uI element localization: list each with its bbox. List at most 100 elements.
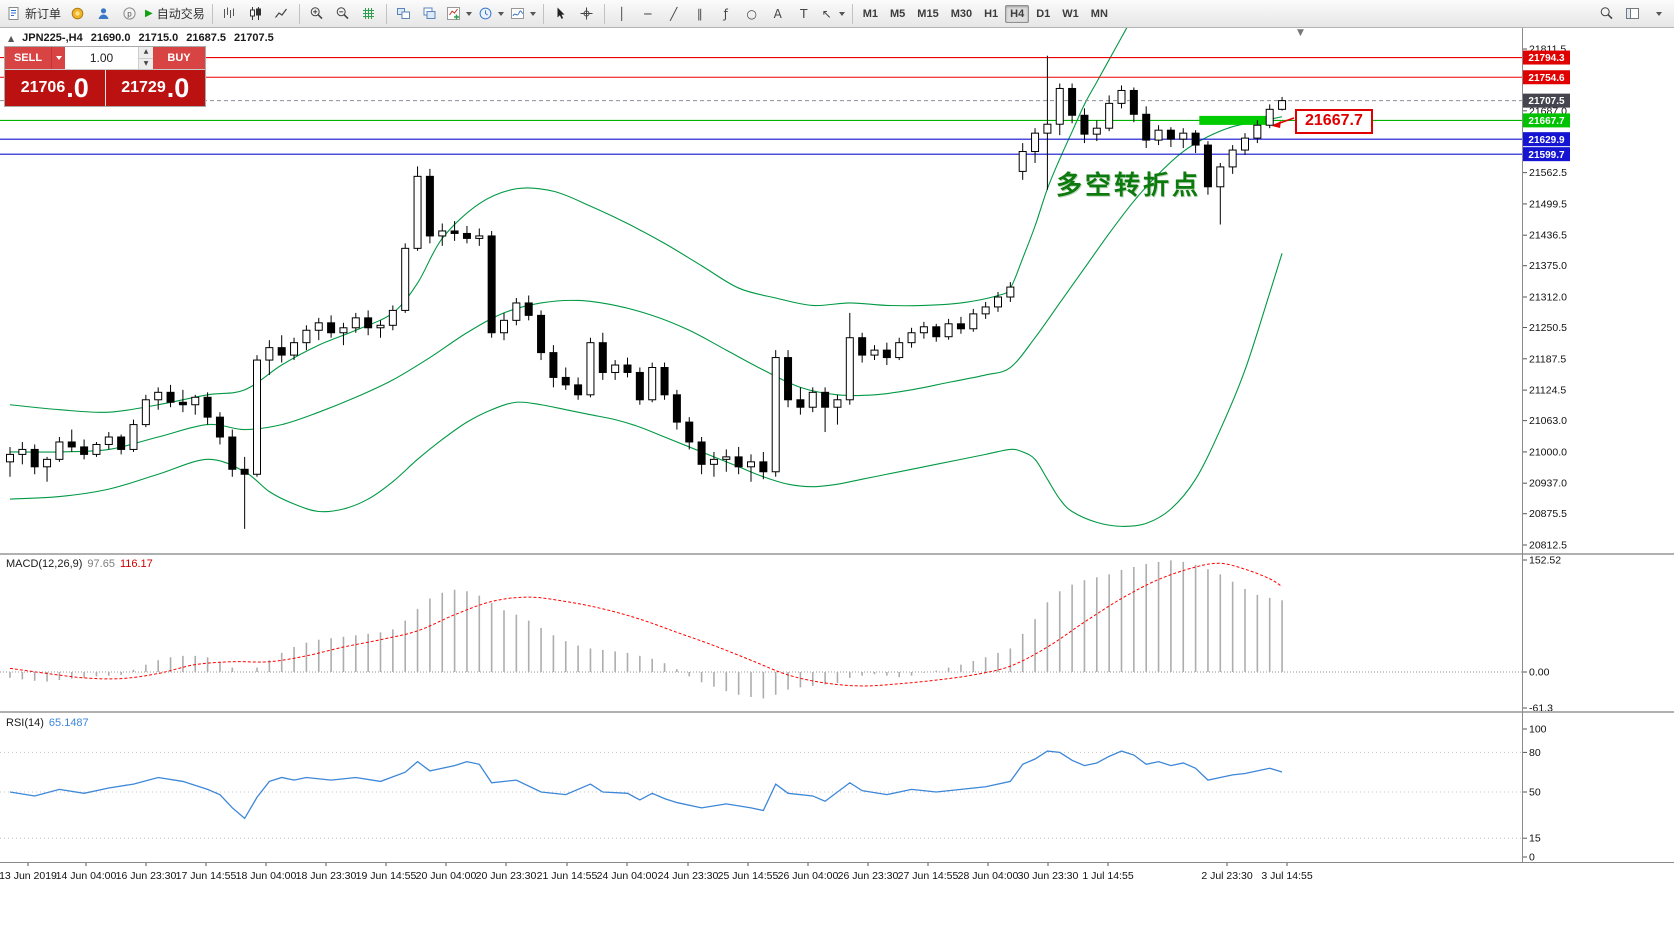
bar-chart-icon	[224, 7, 235, 18]
price-scale-border[interactable]	[1522, 28, 1523, 863]
arrows-tool[interactable]: ↖	[817, 3, 848, 25]
mql5-badge-icon[interactable]	[64, 3, 90, 25]
arrow-icon: ↖	[821, 6, 832, 21]
collapse-icon[interactable]: ▲	[8, 33, 15, 43]
cascade-windows-button[interactable]	[417, 3, 443, 25]
data-window-button[interactable]	[1619, 3, 1645, 25]
zoom-out-icon	[336, 7, 349, 20]
panel-divider[interactable]	[0, 553, 1674, 555]
new-order-button[interactable]: 新订单	[3, 3, 64, 25]
ohlc-open: 21690.0	[90, 32, 131, 44]
svg-text:14 Jun 04:00: 14 Jun 04:00	[56, 870, 117, 882]
shapes-tool[interactable]: ○	[739, 3, 765, 25]
label-tool[interactable]: T	[791, 3, 817, 25]
price-scale[interactable]: 21811.521687.021562.521499.521436.521375…	[1522, 44, 1570, 864]
buy-price-main: 21729	[121, 79, 166, 96]
timeframe-M30[interactable]: M30	[950, 7, 973, 20]
grid-toggle-button[interactable]	[356, 3, 382, 25]
ohlc-high: 21715.0	[138, 32, 179, 44]
indicators-button[interactable]	[443, 3, 475, 25]
bollinger-middle-band	[9, 116, 1283, 453]
periods-button[interactable]	[475, 3, 507, 25]
timeframe-MN[interactable]: MN	[1090, 7, 1108, 20]
timeframe-D1[interactable]: D1	[1036, 7, 1051, 20]
vertical-line-tool[interactable]: │	[609, 3, 635, 25]
timeframe-M5[interactable]: M5	[890, 7, 906, 20]
cursor-icon	[557, 7, 565, 19]
svg-text:13 Jun 2019: 13 Jun 2019	[0, 870, 57, 882]
tile-windows-button[interactable]	[391, 3, 417, 25]
svg-text:21063.0: 21063.0	[1529, 415, 1567, 427]
callout-arrow	[1272, 117, 1295, 128]
timeframe-M1[interactable]: M1	[862, 7, 879, 20]
community-user-icon[interactable]	[90, 3, 116, 25]
price-tag: 21794.3	[1523, 50, 1570, 65]
macd-label: MACD(12,26,9) 97.65 116.17	[6, 558, 153, 570]
svg-text:3 Jul 14:55: 3 Jul 14:55	[1261, 870, 1313, 882]
main-toolbar: 新订单 p ▶ 自动交易	[0, 0, 1674, 28]
search-button[interactable]	[1593, 3, 1619, 25]
toolbar-separator	[385, 3, 387, 24]
volume-field: ▲ ▼	[65, 47, 153, 69]
toolbar-separator	[542, 3, 544, 24]
svg-text:20937.0: 20937.0	[1529, 478, 1567, 490]
candle-chart-mode-button[interactable]	[243, 3, 269, 25]
svg-text:25 Jun 14:55: 25 Jun 14:55	[718, 870, 779, 882]
toolbar-separator	[298, 3, 300, 24]
thick-trendline-segment[interactable]	[1199, 115, 1273, 125]
volume-input[interactable]	[65, 47, 138, 69]
svg-text:20812.5: 20812.5	[1529, 540, 1567, 552]
zoom-in-button[interactable]	[304, 3, 330, 25]
svg-text:152.52: 152.52	[1529, 555, 1561, 567]
svg-text:24 Jun 04:00: 24 Jun 04:00	[597, 870, 658, 882]
grid-icon	[363, 8, 375, 19]
timeframe-W1[interactable]: W1	[1062, 7, 1079, 20]
macd-value-main: 97.65	[87, 558, 115, 570]
stepper-up-icon[interactable]: ▲	[139, 47, 153, 59]
symbol-info: ▲ JPN225-,H4 21690.0 21715.0 21687.5 217…	[8, 32, 274, 44]
templates-button[interactable]	[507, 3, 539, 25]
auto-trading-label: 自动交易	[156, 7, 205, 21]
timeframe-M15[interactable]: M15	[917, 7, 939, 20]
timeframe-H4[interactable]: H4	[1005, 4, 1030, 23]
auto-trading-button[interactable]: ▶ 自动交易	[142, 3, 208, 25]
svg-text:18 Jun 23:30: 18 Jun 23:30	[296, 870, 357, 882]
panel-divider[interactable]	[0, 711, 1674, 713]
svg-text:26 Jun 04:00: 26 Jun 04:00	[778, 870, 839, 882]
sell-price[interactable]: 21706 .0	[5, 70, 106, 106]
text-tool[interactable]: A	[765, 3, 791, 25]
more-options-button[interactable]	[1645, 3, 1671, 25]
template-icon	[510, 8, 524, 19]
chart-shift-marker[interactable]: ▼	[1297, 28, 1304, 38]
svg-text:21629.9: 21629.9	[1528, 135, 1565, 146]
buy-button[interactable]: BUY	[153, 47, 205, 69]
buy-price[interactable]: 21729 .0	[105, 70, 205, 106]
trendline-tool[interactable]: ╱	[661, 3, 687, 25]
cursor-tool-button[interactable]	[548, 3, 574, 25]
sell-dropdown-button[interactable]	[51, 47, 65, 69]
timeframe-group: M1 M5 M15 M30 H1 H4 D1 W1 MN	[857, 4, 1114, 23]
play-icon: ▶	[145, 8, 153, 19]
svg-text:28 Jun 04:00: 28 Jun 04:00	[958, 870, 1019, 882]
channel-tool[interactable]: ∥	[687, 3, 713, 25]
chevron-down-icon	[56, 56, 62, 60]
stepper-down-icon[interactable]: ▼	[139, 58, 153, 69]
fibonacci-tool[interactable]: ƒ	[713, 3, 739, 25]
publisher-icon[interactable]: p	[116, 3, 142, 25]
zoom-out-button[interactable]	[330, 3, 356, 25]
zoom-in-icon	[310, 7, 323, 20]
bar-chart-mode-button[interactable]	[217, 3, 243, 25]
time-axis-border	[0, 862, 1674, 863]
toolbar-separator	[603, 3, 605, 24]
crosshair-icon	[580, 7, 593, 20]
sell-button[interactable]: SELL	[5, 47, 51, 69]
chevron-down-icon	[838, 11, 845, 16]
svg-text:21562.5: 21562.5	[1529, 167, 1567, 179]
horizontal-line-tool[interactable]: ─	[635, 3, 661, 25]
crosshair-tool-button[interactable]	[574, 3, 600, 25]
line-chart-mode-button[interactable]	[269, 3, 295, 25]
price-callout[interactable]: 21667.7	[1295, 109, 1373, 134]
timeframe-H1[interactable]: H1	[984, 7, 999, 20]
